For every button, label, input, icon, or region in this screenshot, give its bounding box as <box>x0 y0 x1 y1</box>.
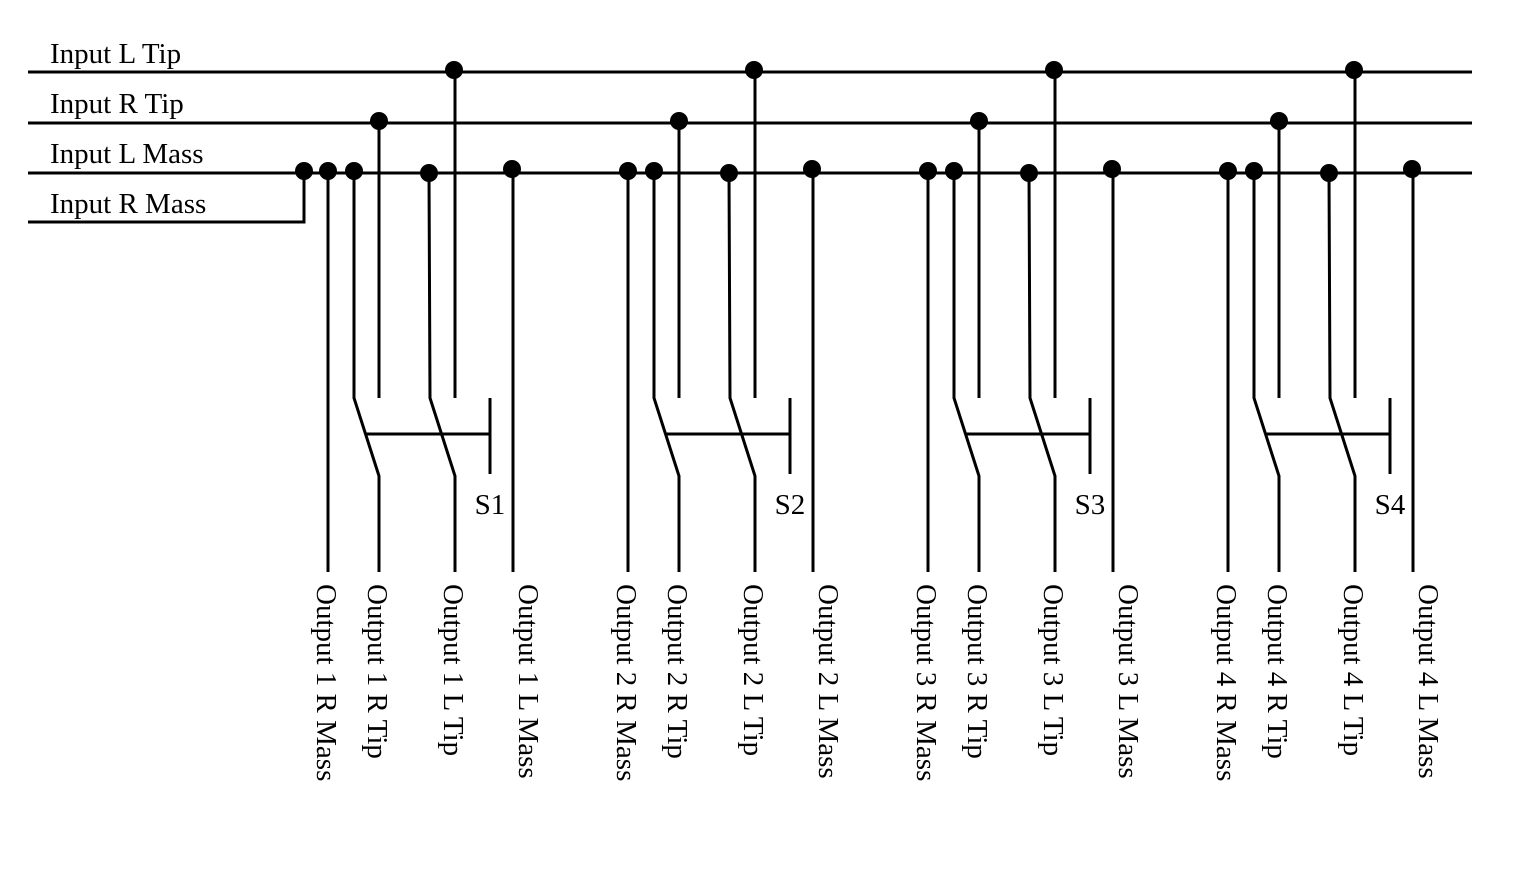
output-3-label-3: Output 3 L Tip <box>1037 584 1069 756</box>
output-channels: S1 Output 1 R Mass Output 1 R Tip Output 1 … <box>310 61 1444 781</box>
output-3-label-1: Output 3 R Mass <box>910 584 942 781</box>
input-l-mass-label: Input L Mass <box>50 138 204 170</box>
output-4-label-2: Output 4 R Tip <box>1261 584 1293 759</box>
switch-3-r-pole <box>952 171 981 572</box>
output-2-label-4: Output 2 L Mass <box>812 584 844 779</box>
switch-4-r-pole <box>1252 171 1281 572</box>
switch-1-l-common-junction <box>420 164 438 182</box>
output-2-label-2: Output 2 R Tip <box>661 584 693 759</box>
output-3-label-2: Output 3 R Tip <box>961 584 993 759</box>
switch-3-r-common-junction <box>945 162 963 180</box>
switch-2-r-pole <box>652 171 681 572</box>
input-l-tip-label: Input L Tip <box>50 38 182 70</box>
input-r-tip-junction-2 <box>670 112 688 130</box>
switch-1-label: S1 <box>475 489 506 521</box>
output-2-r-mass-junction <box>619 162 637 180</box>
output-1-label-1: Output 1 R Mass <box>310 584 342 781</box>
input-l-tip-junction-1 <box>445 61 463 79</box>
switch-3-l-pole <box>1027 172 1057 572</box>
output-2-label-1: Output 2 R Mass <box>610 584 642 781</box>
input-r-mass-junction <box>295 162 313 180</box>
input-l-tip-junction-2 <box>745 61 763 79</box>
input-r-mass-label: Input R Mass <box>50 188 207 220</box>
switch-2-l-common-junction <box>720 164 738 182</box>
switch-3-label: S3 <box>1075 489 1106 521</box>
output-3-r-mass-junction <box>919 162 937 180</box>
input-r-tip-junction-3 <box>970 112 988 130</box>
output-1-label-3: Output 1 L Tip <box>437 584 469 756</box>
input-l-tip-junction-4 <box>1345 61 1363 79</box>
output-4-label-4: Output 4 L Mass <box>1412 584 1444 779</box>
input-r-tip-label: Input R Tip <box>50 88 184 120</box>
switch-1-l-pole <box>427 172 457 572</box>
input-l-tip-junction-3 <box>1045 61 1063 79</box>
input-r-tip-junction-1 <box>370 112 388 130</box>
output-4-label-1: Output 4 R Mass <box>1210 584 1242 781</box>
output-1-r-mass-junction <box>319 162 337 180</box>
output-4-r-mass-junction <box>1219 162 1237 180</box>
switch-4-l-common-junction <box>1320 164 1338 182</box>
output-3-l-mass-junction <box>1103 160 1121 178</box>
output-4-l-mass-junction <box>1403 160 1421 178</box>
output-1-label-4: Output 1 L Mass <box>512 584 544 779</box>
output-4-label-3: Output 4 L Tip <box>1337 584 1369 756</box>
switch-3-l-common-junction <box>1020 164 1038 182</box>
switch-1-r-pole <box>352 171 381 572</box>
switch-4-r-common-junction <box>1245 162 1263 180</box>
switch-4-label: S4 <box>1375 489 1406 521</box>
switch-1-r-common-junction <box>345 162 363 180</box>
switch-2-label: S2 <box>775 489 806 521</box>
output-3-label-4: Output 3 L Mass <box>1112 584 1144 779</box>
switch-2-r-common-junction <box>645 162 663 180</box>
output-2-label-3: Output 2 L Tip <box>737 584 769 756</box>
switch-2-l-pole <box>727 172 757 572</box>
switch-4-l-pole <box>1327 172 1357 572</box>
output-1-label-2: Output 1 R Tip <box>361 584 393 759</box>
input-r-tip-junction-4 <box>1270 112 1288 130</box>
output-2-l-mass-junction <box>803 160 821 178</box>
output-1-l-mass-junction <box>503 160 521 178</box>
input-r-mass-bus <box>28 171 306 224</box>
